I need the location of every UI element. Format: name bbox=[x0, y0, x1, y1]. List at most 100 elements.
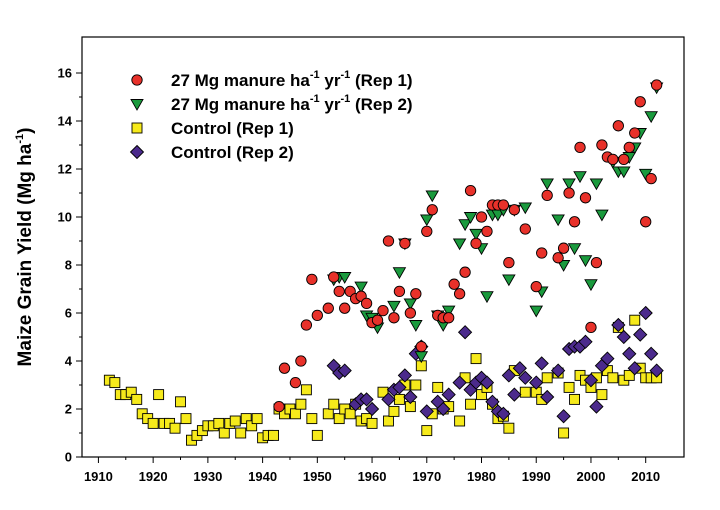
data-point bbox=[579, 192, 592, 204]
data-point bbox=[420, 214, 434, 227]
data-point bbox=[649, 363, 664, 378]
data-point bbox=[229, 415, 241, 427]
data-point bbox=[109, 377, 121, 389]
data-point bbox=[359, 392, 374, 407]
x-tick-label: 1930 bbox=[193, 469, 222, 484]
legend-label: 27 Mg manure ha-1 yr-1 (Rep 2) bbox=[171, 93, 413, 114]
x-tick-label: 1920 bbox=[139, 469, 168, 484]
data-point bbox=[550, 363, 566, 378]
data-point bbox=[452, 375, 467, 390]
data-point bbox=[464, 184, 477, 197]
data-point bbox=[623, 141, 635, 154]
data-point bbox=[503, 422, 515, 434]
data-point bbox=[441, 305, 456, 318]
y-tick-label: 8 bbox=[65, 258, 72, 273]
data-point bbox=[512, 361, 527, 376]
data-point bbox=[268, 429, 279, 441]
data-point bbox=[273, 400, 285, 413]
legend-marker bbox=[130, 99, 144, 111]
y-tick-label: 14 bbox=[58, 114, 73, 129]
data-point bbox=[617, 166, 631, 179]
data-point bbox=[459, 266, 471, 278]
data-point bbox=[333, 413, 345, 425]
data-point bbox=[589, 399, 604, 414]
data-point bbox=[240, 413, 252, 425]
data-point bbox=[607, 153, 619, 166]
data-point bbox=[421, 225, 433, 238]
data-point bbox=[540, 178, 554, 191]
y-axis: 0 2 4 6 8 10 12 14 16 bbox=[58, 66, 82, 465]
data-point bbox=[344, 408, 356, 420]
data-point bbox=[644, 111, 658, 124]
data-point bbox=[360, 297, 373, 310]
legend-label: Control (Rep 1) bbox=[171, 119, 294, 138]
data-point bbox=[175, 396, 186, 408]
data-point bbox=[415, 340, 427, 353]
data-point bbox=[584, 279, 598, 292]
data-point bbox=[476, 389, 487, 401]
legend-item-1: 27 Mg manure ha-1 yr-1 (Rep 1) bbox=[131, 69, 413, 90]
x-axis: 1910 1920 1930 1940 1950 1960 1970 1980 1990 2000… bbox=[84, 457, 660, 484]
data-point bbox=[629, 314, 641, 326]
x-tick-label: 1950 bbox=[303, 469, 332, 484]
data-point bbox=[371, 314, 384, 326]
data-point bbox=[638, 305, 653, 321]
data-point bbox=[465, 398, 477, 410]
data-point bbox=[501, 368, 517, 383]
data-point bbox=[388, 312, 400, 324]
data-point bbox=[328, 271, 340, 283]
data-point bbox=[337, 272, 352, 284]
data-point bbox=[393, 285, 406, 298]
data-point bbox=[364, 401, 380, 417]
data-point bbox=[432, 381, 444, 393]
legend-marker bbox=[131, 74, 143, 86]
x-tick-label: 2000 bbox=[577, 469, 606, 484]
data-point bbox=[213, 417, 225, 429]
data-point bbox=[404, 307, 417, 319]
data-point bbox=[611, 317, 626, 333]
data-point bbox=[426, 204, 438, 216]
x-tick-label: 1960 bbox=[358, 469, 387, 484]
legend-marker bbox=[131, 122, 143, 134]
data-point bbox=[508, 204, 520, 216]
data-point bbox=[354, 281, 368, 294]
data-point bbox=[463, 212, 478, 224]
data-point bbox=[633, 327, 648, 342]
data-point bbox=[496, 406, 511, 421]
data-point bbox=[595, 209, 609, 222]
legend: 27 Mg manure ha-1 yr-1 (Rep 1) 27 Mg manu… bbox=[129, 69, 413, 162]
data-point bbox=[590, 256, 603, 269]
data-point bbox=[529, 305, 544, 318]
data-point bbox=[507, 387, 522, 402]
data-point bbox=[383, 415, 394, 427]
data-point bbox=[622, 346, 637, 361]
data-point bbox=[519, 223, 531, 235]
data-point bbox=[574, 141, 586, 154]
data-point bbox=[640, 216, 652, 228]
data-point bbox=[644, 346, 659, 361]
data-point bbox=[612, 120, 624, 132]
data-point bbox=[147, 417, 159, 429]
x-tick-label: 1940 bbox=[248, 469, 277, 484]
data-point bbox=[131, 393, 143, 405]
data-point bbox=[629, 127, 641, 139]
series-4 bbox=[326, 305, 664, 424]
data-point bbox=[618, 153, 630, 166]
data-point bbox=[502, 274, 516, 287]
data-point bbox=[518, 370, 533, 385]
data-point bbox=[410, 379, 422, 391]
data-point bbox=[634, 96, 646, 108]
data-point bbox=[387, 300, 401, 313]
data-point bbox=[530, 280, 542, 293]
x-tick-label: 1980 bbox=[467, 469, 496, 484]
legend-label: Control (Rep 2) bbox=[171, 143, 294, 162]
y-tick-label: 16 bbox=[58, 66, 72, 81]
data-point bbox=[410, 288, 422, 300]
data-point bbox=[485, 394, 500, 409]
data-point bbox=[322, 302, 334, 314]
x-tick-label: 1990 bbox=[522, 469, 551, 484]
data-point bbox=[125, 386, 137, 398]
data-point bbox=[399, 237, 411, 250]
data-point bbox=[339, 302, 351, 314]
